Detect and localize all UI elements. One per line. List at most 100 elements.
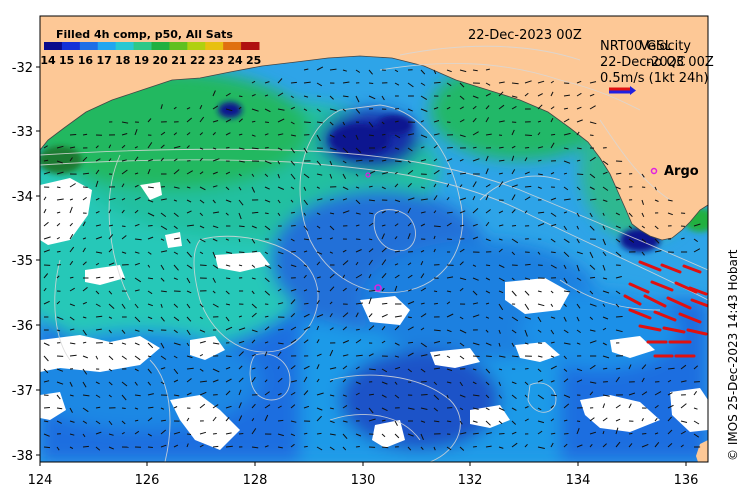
velocity-arrow bbox=[342, 95, 349, 98]
velocity-arrow bbox=[290, 121, 295, 125]
velocity-arrow bbox=[537, 104, 543, 110]
velocity-arrow bbox=[459, 82, 465, 88]
velocity-arrow bbox=[43, 420, 49, 423]
velocity-arrow bbox=[225, 432, 232, 435]
velocity-arrow bbox=[550, 238, 556, 243]
velocity-arrow bbox=[641, 173, 645, 178]
velocity-arrow bbox=[472, 236, 479, 240]
velocity-arrow bbox=[550, 303, 554, 307]
velocity-arrow bbox=[290, 147, 296, 154]
velocity-arrow bbox=[524, 443, 528, 448]
velocity-arrow bbox=[420, 302, 425, 305]
velocity-arrow bbox=[212, 277, 216, 283]
velocity-arrow bbox=[56, 186, 61, 189]
velocity-arrow bbox=[342, 379, 346, 383]
velocity-arrow bbox=[277, 351, 282, 357]
velocity-arrow bbox=[329, 121, 334, 126]
velocity-arrow bbox=[264, 351, 268, 357]
velocity-arrow bbox=[498, 355, 506, 358]
velocity-arrow bbox=[56, 145, 64, 149]
velocity-arrow bbox=[342, 274, 346, 279]
velocity-arrow bbox=[329, 147, 337, 151]
colorbar-segment bbox=[169, 42, 188, 50]
velocity-arrow bbox=[498, 290, 504, 294]
velocity-arrow bbox=[381, 233, 385, 240]
velocity-arrow bbox=[56, 420, 62, 424]
velocity-arrow bbox=[589, 364, 596, 370]
velocity-arrow bbox=[199, 264, 207, 266]
velocity-arrow bbox=[628, 238, 635, 243]
velocity-arrow bbox=[173, 303, 179, 308]
velocity-arrow bbox=[303, 238, 310, 241]
velocity-arrow bbox=[82, 420, 88, 424]
velocity-arrow bbox=[95, 210, 100, 214]
velocity-arrow bbox=[329, 301, 333, 305]
velocity-arrow bbox=[563, 277, 568, 284]
velocity-arrow bbox=[277, 264, 282, 269]
velocity-arrow bbox=[615, 290, 621, 295]
velocity-arrow bbox=[381, 159, 387, 162]
velocity-arrow bbox=[576, 147, 582, 150]
velocity-arrow bbox=[342, 160, 347, 164]
velocity-arrow bbox=[95, 169, 100, 175]
velocity-arrow bbox=[43, 249, 50, 253]
velocity-arrow bbox=[316, 134, 321, 142]
velocity-arrow bbox=[290, 404, 296, 409]
velocity-arrow bbox=[485, 432, 492, 435]
velocity-arrow bbox=[563, 172, 568, 175]
velocity-arrow bbox=[173, 277, 178, 281]
velocity-arrow bbox=[602, 212, 605, 216]
x-axis-label: 136 bbox=[674, 473, 699, 488]
velocity-arrow bbox=[524, 381, 529, 386]
velocity-arrow bbox=[446, 329, 452, 333]
velocity-arrow bbox=[680, 444, 684, 448]
velocity-arrow bbox=[134, 238, 142, 241]
velocity-arrow bbox=[485, 68, 490, 71]
velocity-arrow bbox=[693, 391, 698, 396]
velocity-arrow bbox=[407, 222, 412, 227]
velocity-arrow bbox=[290, 264, 297, 268]
velocity-arrow bbox=[433, 69, 437, 75]
velocity-arrow bbox=[199, 431, 207, 435]
velocity-arrow bbox=[277, 238, 282, 241]
velocity-arrow bbox=[511, 277, 515, 281]
velocity-arrow bbox=[537, 420, 545, 424]
velocity-arrow bbox=[199, 444, 204, 448]
velocity-arrow bbox=[446, 222, 452, 227]
velocity-arrow bbox=[485, 329, 489, 333]
velocity-arrow bbox=[511, 184, 518, 188]
velocity-arrow bbox=[459, 261, 464, 266]
velocity-arrow bbox=[498, 224, 504, 227]
velocity-arrow bbox=[329, 198, 334, 201]
velocity-arrow bbox=[472, 302, 479, 305]
velocity-arrow bbox=[394, 285, 398, 292]
velocity-arrow bbox=[160, 157, 164, 162]
velocity-arrow bbox=[537, 407, 542, 411]
velocity-arrow bbox=[160, 407, 165, 410]
velocity-arrow bbox=[550, 117, 554, 123]
velocity-arrow bbox=[199, 353, 204, 357]
velocity-arrow bbox=[160, 429, 167, 435]
velocity-arrow bbox=[485, 355, 492, 357]
velocity-arrow bbox=[95, 315, 103, 318]
velocity-arrow bbox=[368, 121, 374, 128]
velocity-arrow bbox=[316, 446, 323, 451]
velocity-arrow bbox=[264, 81, 270, 84]
velocity-arrow bbox=[511, 209, 516, 214]
velocity-arrow bbox=[472, 95, 479, 99]
velocity-arrow bbox=[381, 313, 388, 318]
velocity-arrow bbox=[160, 381, 165, 385]
velocity-arrow bbox=[589, 303, 597, 307]
velocity-arrow bbox=[485, 368, 491, 374]
velocity-arrow bbox=[173, 158, 178, 162]
velocity-arrow bbox=[251, 428, 257, 435]
velocity-arrow bbox=[342, 210, 350, 214]
velocity-arrow bbox=[550, 365, 557, 370]
velocity-arrow bbox=[589, 198, 597, 201]
velocity-arrow bbox=[264, 277, 270, 283]
colorbar-segment bbox=[205, 42, 224, 50]
velocity-arrow bbox=[563, 368, 568, 372]
velocity-arrow bbox=[316, 66, 324, 71]
velocity-arrow bbox=[485, 105, 490, 110]
velocity-arrow bbox=[693, 407, 698, 410]
